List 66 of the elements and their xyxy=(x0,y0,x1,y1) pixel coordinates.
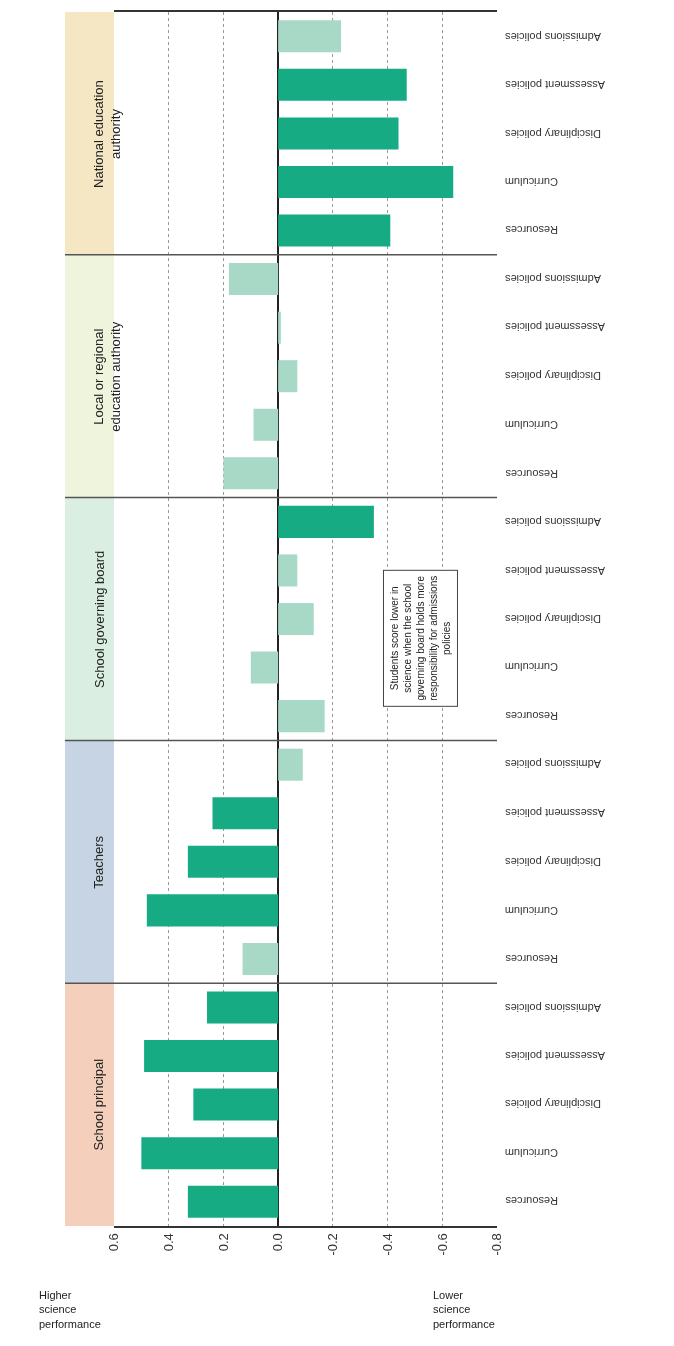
y-tick-label: Assessment policies xyxy=(504,564,605,577)
text: Higher science performance xyxy=(39,1289,101,1330)
x-tick-label: 0.2 xyxy=(215,1233,231,1252)
y-tick-label: Curriculum xyxy=(504,661,558,674)
annotation: Local or regional education authority xyxy=(91,321,124,432)
bar xyxy=(278,505,374,538)
y-tick-label: Resources xyxy=(504,467,558,480)
x-tick-label: -0.4 xyxy=(379,1233,395,1256)
x-tick-label: -0.8 xyxy=(489,1233,505,1256)
bar xyxy=(193,1088,279,1121)
y-tick-label: Admissions policies xyxy=(504,30,601,43)
y-tick-label: Resources xyxy=(504,952,558,965)
bar xyxy=(212,797,279,830)
x-tick-label: -0.6 xyxy=(434,1233,450,1256)
y-tick-label: Resources xyxy=(504,710,558,723)
annotation: Students score lower in science when the school governing board holds more responsibility for admissions policies xyxy=(388,575,452,701)
bar xyxy=(278,165,454,198)
y-tick-label: Curriculum xyxy=(504,904,558,917)
x-tick-label: 0.4 xyxy=(160,1233,176,1252)
y-tick-label: Assessment policies xyxy=(504,807,605,820)
bar xyxy=(207,991,279,1024)
bar xyxy=(228,263,279,296)
y-tick-label: Curriculum xyxy=(504,418,558,431)
text: School governing board xyxy=(91,550,107,688)
y-tick-label: Disciplinary policies xyxy=(504,613,601,625)
bar xyxy=(278,117,399,150)
y-tick-label: Disciplinary policies xyxy=(504,127,601,140)
bar xyxy=(278,311,281,344)
y-tick-label: Disciplinary policies xyxy=(504,855,601,868)
y-tick-label: Resources xyxy=(504,1195,558,1208)
annotation: National education authority xyxy=(91,80,123,188)
y-tick-label: Assessment policies xyxy=(504,78,605,91)
y-tick-label: Admissions policies xyxy=(504,515,601,528)
bar xyxy=(242,942,279,975)
y-tick-label: Resources xyxy=(504,224,558,237)
y-tick-label: Assessment policies xyxy=(504,1050,605,1063)
text: School principal xyxy=(91,1058,107,1151)
bar xyxy=(278,68,407,101)
bar xyxy=(278,554,298,587)
bar xyxy=(253,408,279,441)
bar xyxy=(278,700,325,733)
y-tick-label: Disciplinary policies xyxy=(504,1098,601,1111)
bar xyxy=(278,748,303,781)
x-tick-label: -0.2 xyxy=(325,1233,341,1256)
y-tick-label: Assessment policies xyxy=(504,321,605,334)
bar xyxy=(278,602,314,636)
bar xyxy=(223,457,279,490)
bar xyxy=(144,1040,279,1073)
y-tick-label: Curriculum xyxy=(504,1147,558,1160)
y-tick-label: Admissions policies xyxy=(504,758,601,771)
bar xyxy=(141,1137,279,1170)
y-tick-label: Admissions policies xyxy=(504,273,601,286)
bar xyxy=(278,360,298,393)
bar xyxy=(187,1185,279,1218)
x-tick-label: 0.6 xyxy=(106,1233,122,1252)
x-tick-label: 0.0 xyxy=(270,1233,286,1252)
bar xyxy=(146,894,279,927)
bar xyxy=(278,20,342,53)
text: Lower science performance xyxy=(433,1289,495,1330)
text: Teachers xyxy=(91,835,107,889)
y-tick-label: Admissions policies xyxy=(504,1001,601,1014)
bar xyxy=(187,845,279,878)
y-tick-label: Disciplinary policies xyxy=(504,370,601,383)
y-tick-label: Curriculum xyxy=(504,175,558,188)
bar xyxy=(278,214,391,247)
bar xyxy=(250,651,279,684)
